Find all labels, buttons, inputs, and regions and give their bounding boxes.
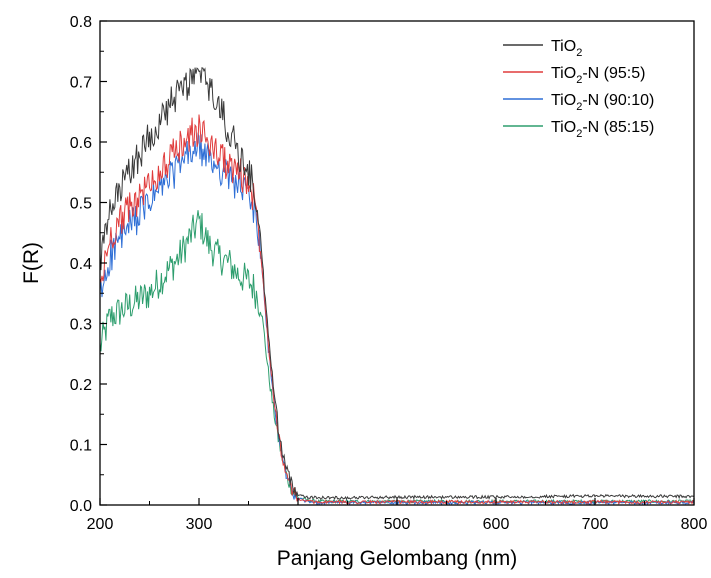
legend-entry: TiO2-N (95:5) xyxy=(503,65,645,86)
y-tick-label: 0.8 xyxy=(70,14,92,31)
x-tick-label: 800 xyxy=(681,516,708,533)
y-tick-label: 0.4 xyxy=(70,256,92,273)
y-axis: 0.0 0.1 0.2 0.3 0.4 0.5 0.6 0.7 0.8 xyxy=(70,14,107,515)
series-line-0 xyxy=(99,210,695,505)
legend-entry: TiO2 xyxy=(503,38,582,59)
x-tick-label: 500 xyxy=(384,516,411,533)
series-line-2 xyxy=(99,114,695,505)
y-axis-title: F(R) xyxy=(20,242,43,284)
series-line-3 xyxy=(99,67,695,501)
x-tick-label: 400 xyxy=(285,516,312,533)
legend-label: TiO2-N (85:15) xyxy=(551,119,654,140)
y-tick-label: 0.3 xyxy=(70,317,92,334)
y-tick-label: 0.0 xyxy=(70,498,92,515)
y-tick-label: 0.7 xyxy=(70,75,92,92)
x-tick-label: 600 xyxy=(483,516,510,533)
legend-entry: TiO2-N (90:10) xyxy=(503,92,654,113)
x-tick-label: 700 xyxy=(582,516,609,533)
series-line-1 xyxy=(99,132,695,506)
y-tick-label: 0.2 xyxy=(70,377,92,394)
x-tick-label: 300 xyxy=(186,516,213,533)
legend-label: TiO2-N (95:5) xyxy=(551,65,645,86)
x-axis: 200 300 400 500 600 700 800 xyxy=(87,498,708,533)
y-tick-label: 0.5 xyxy=(70,196,92,213)
x-tick-label: 200 xyxy=(87,516,114,533)
legend-label: TiO2 xyxy=(551,38,582,59)
x-axis-title: Panjang Gelombang (nm) xyxy=(277,547,517,570)
legend-label: TiO2-N (90:10) xyxy=(551,92,654,113)
y-tick-label: 0.6 xyxy=(70,135,92,152)
legend: TiO2 TiO2-N (95:5) TiO2-N (90:10) TiO2-N (8… xyxy=(503,38,654,140)
legend-entry: TiO2-N (85:15) xyxy=(503,119,654,140)
y-tick-label: 0.1 xyxy=(70,438,92,455)
